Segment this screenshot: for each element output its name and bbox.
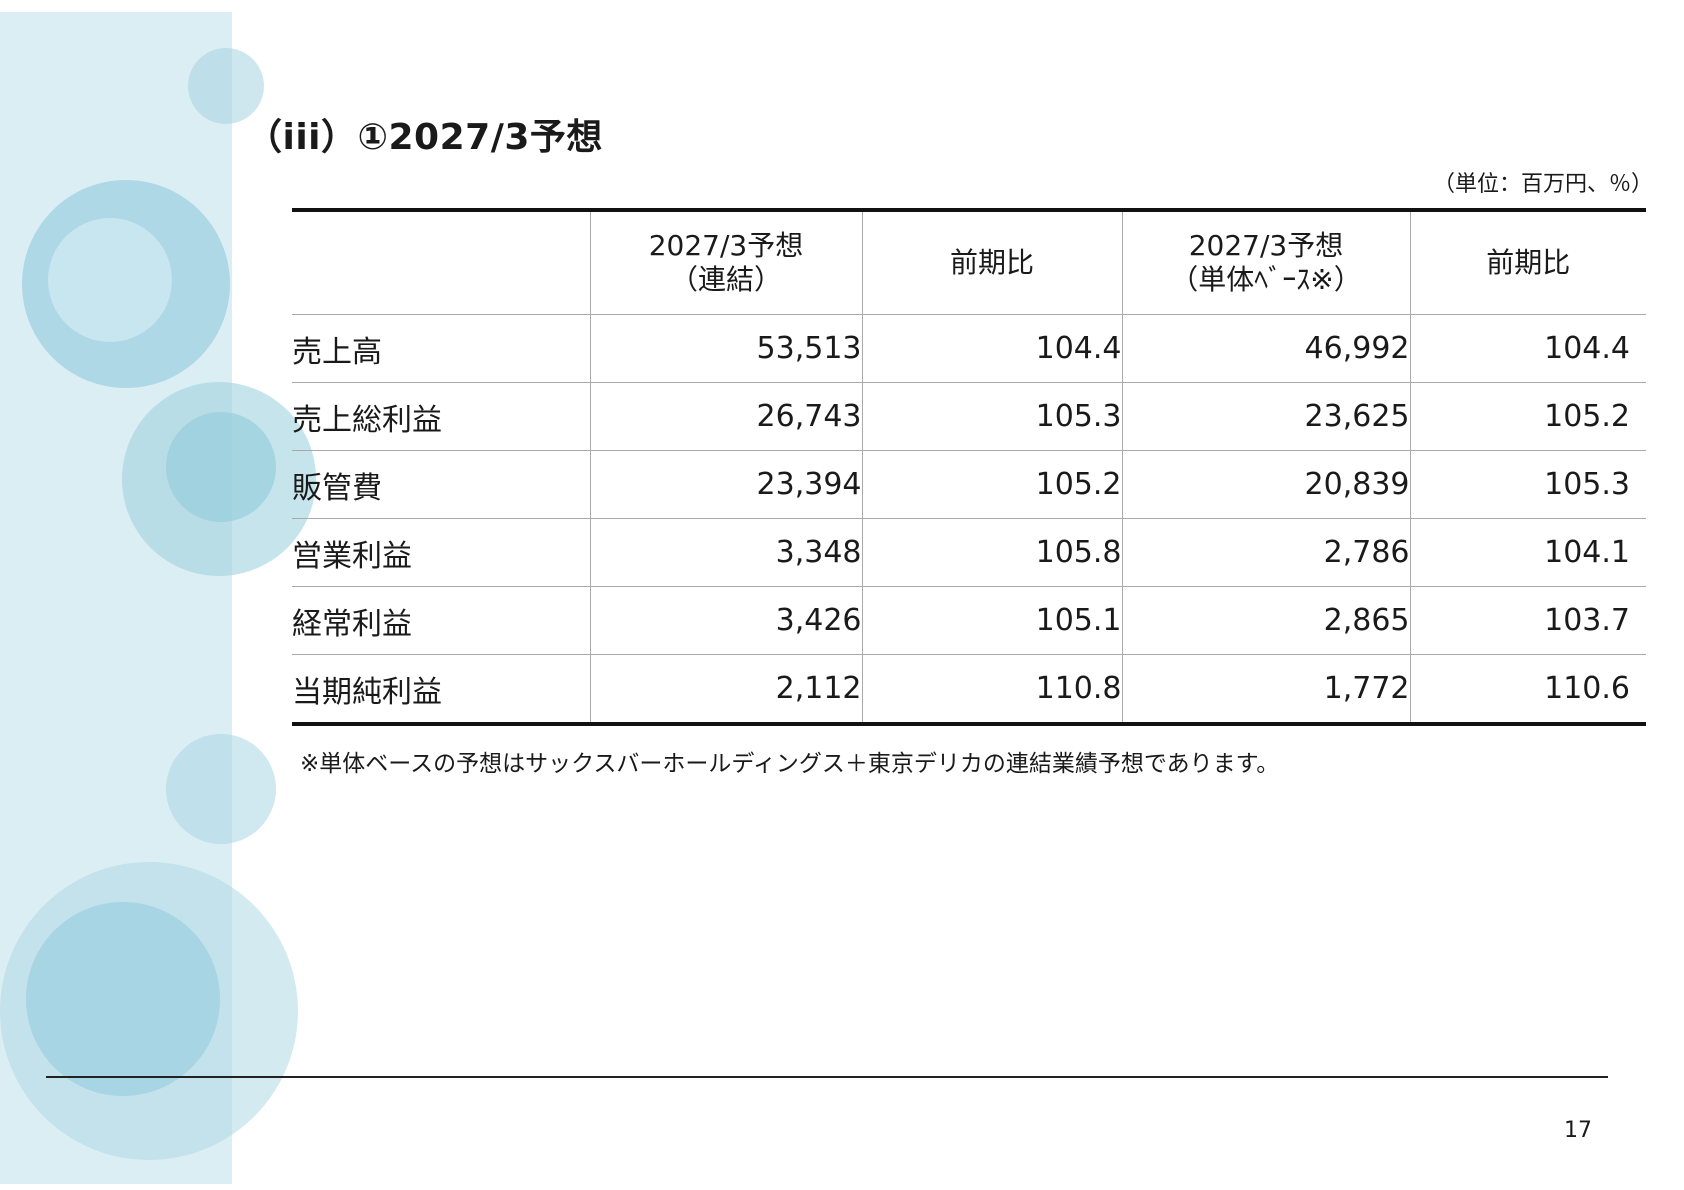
decor-circle: [166, 734, 276, 844]
standalone-value: 20,839: [1121, 450, 1410, 519]
table-row: 売上総利益 26,743 105.3 23,625 105.2: [292, 382, 1646, 451]
table-header-row: 2027/3予想 （連結） 前期比 2027/3予想 （単体ﾍﾞｰｽ※） 前期比: [292, 210, 1646, 315]
footer-divider: [46, 1076, 1608, 1078]
decor-circle: [188, 48, 264, 124]
header-yoy-consolidated: 前期比: [861, 210, 1122, 315]
row-label: 販管費: [292, 450, 590, 519]
consolidated-yoy: 105.8: [861, 518, 1122, 587]
consolidated-yoy: 104.4: [861, 314, 1122, 383]
table-row: 営業利益 3,348 105.8 2,786 104.1: [292, 518, 1646, 587]
standalone-value: 2,786: [1121, 518, 1410, 587]
table-row: 売上高 53,513 104.4 46,992 104.4: [292, 314, 1646, 383]
row-label: 売上高: [292, 314, 590, 383]
standalone-yoy: 104.4: [1409, 314, 1646, 383]
standalone-yoy: 104.1: [1409, 518, 1646, 587]
consolidated-yoy: 105.2: [861, 450, 1122, 519]
consolidated-value: 3,348: [589, 518, 862, 587]
row-label: 当期純利益: [292, 654, 590, 724]
row-label: 営業利益: [292, 518, 590, 587]
standalone-yoy: 105.2: [1409, 382, 1646, 451]
standalone-yoy: 110.6: [1409, 654, 1646, 724]
decor-circle: [166, 412, 276, 522]
row-label: 売上総利益: [292, 382, 590, 451]
page-number: 17: [1564, 1118, 1592, 1143]
standalone-value: 1,772: [1121, 654, 1410, 724]
forecast-table: 2027/3予想 （連結） 前期比 2027/3予想 （単体ﾍﾞｰｽ※） 前期比…: [292, 208, 1646, 726]
standalone-yoy: 103.7: [1409, 586, 1646, 655]
table-row: 販管費 23,394 105.2 20,839 105.3: [292, 450, 1646, 519]
unit-note: （単位：百万円、％）: [1432, 172, 1653, 197]
consolidated-value: 53,513: [589, 314, 862, 383]
row-label: 経常利益: [292, 586, 590, 655]
standalone-value: 46,992: [1121, 314, 1410, 383]
consolidated-value: 2,112: [589, 654, 862, 724]
consolidated-yoy: 110.8: [861, 654, 1122, 724]
consolidated-value: 26,743: [589, 382, 862, 451]
table-row: 当期純利益 2,112 110.8 1,772 110.6: [292, 654, 1646, 724]
header-standalone-forecast: 2027/3予想 （単体ﾍﾞｰｽ※）: [1121, 210, 1410, 315]
decor-circle: [48, 218, 172, 342]
standalone-yoy: 105.3: [1409, 450, 1646, 519]
footnote: ※単体ベースの予想はサックスバーホールディングス＋東京デリカの連結業績予想であり…: [300, 751, 1280, 777]
consolidated-value: 3,426: [589, 586, 862, 655]
header-consolidated-forecast: 2027/3予想 （連結）: [589, 210, 862, 315]
header-yoy-standalone: 前期比: [1409, 210, 1646, 315]
table-row: 経常利益 3,426 105.1 2,865 103.7: [292, 586, 1646, 655]
standalone-value: 2,865: [1121, 586, 1410, 655]
slide-title: （iii）①2027/3予想: [246, 117, 603, 158]
consolidated-value: 23,394: [589, 450, 862, 519]
consolidated-yoy: 105.3: [861, 382, 1122, 451]
standalone-value: 23,625: [1121, 382, 1410, 451]
decor-circle: [26, 902, 220, 1096]
consolidated-yoy: 105.1: [861, 586, 1122, 655]
header-cell-blank: [292, 210, 590, 315]
